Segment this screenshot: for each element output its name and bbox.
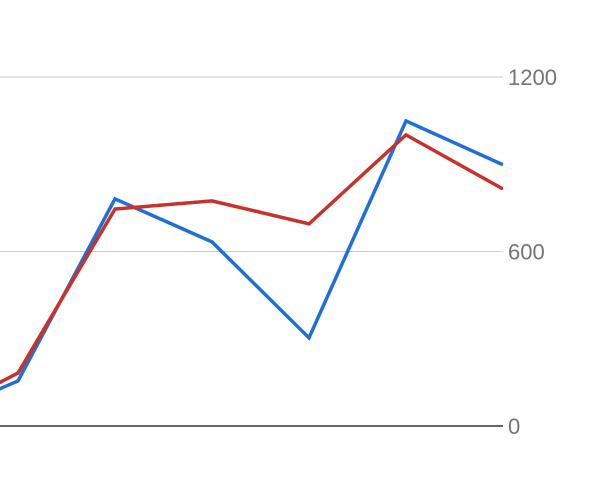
y-axis-ticks: 0 600 1200 (508, 65, 557, 439)
y-tick-label: 0 (508, 414, 520, 439)
series-line-1 (0, 118, 503, 391)
gridlines (0, 76, 503, 427)
series-lines (0, 118, 503, 391)
y-tick-label: 1200 (508, 65, 557, 90)
series-line-2 (0, 132, 503, 385)
y-tick-label: 600 (508, 240, 545, 265)
